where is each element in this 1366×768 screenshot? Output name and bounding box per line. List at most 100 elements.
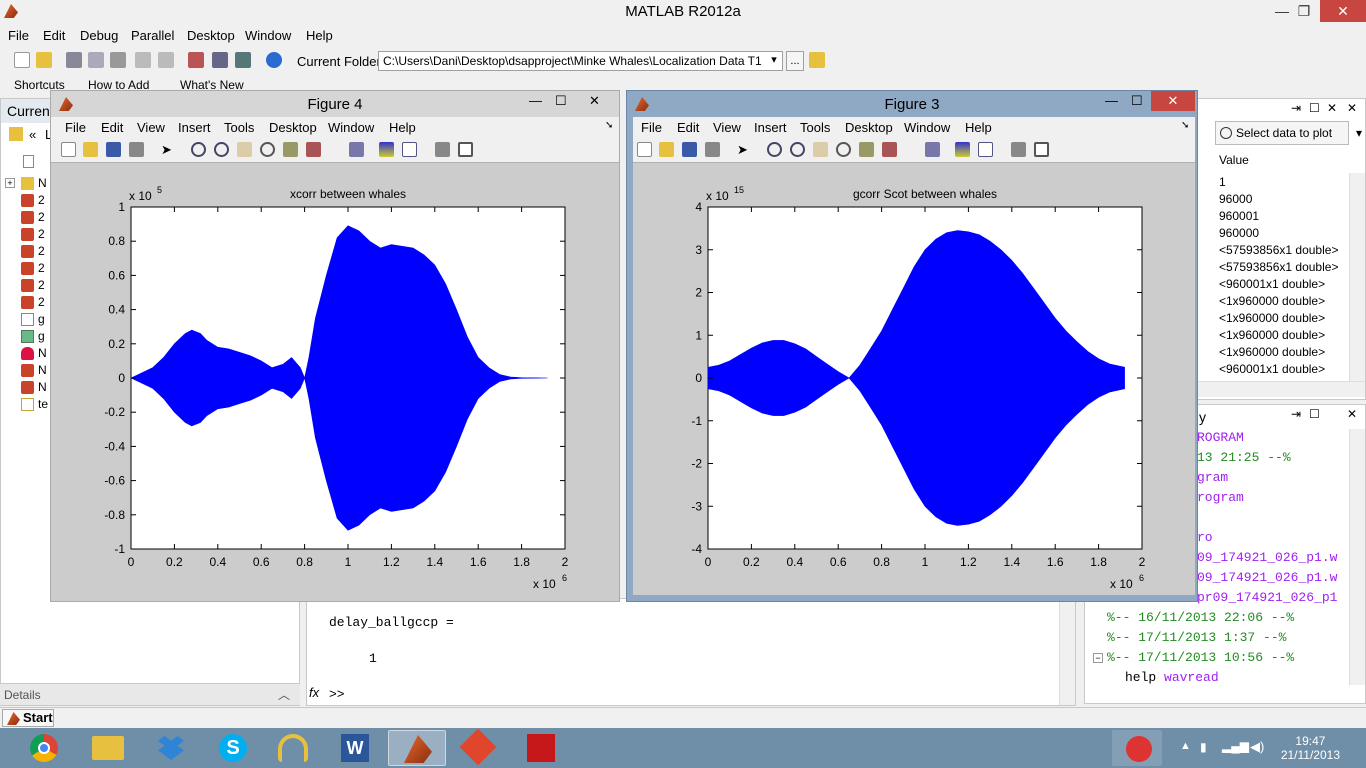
folder-nav-icon[interactable] bbox=[9, 127, 23, 141]
history-scrollbar[interactable] bbox=[1349, 429, 1365, 685]
undo-icon[interactable] bbox=[135, 52, 151, 68]
menu-help[interactable]: Help bbox=[306, 28, 333, 43]
link-icon[interactable] bbox=[925, 142, 940, 157]
whats-new-link[interactable]: What's New bbox=[180, 78, 244, 92]
legend-icon[interactable] bbox=[978, 142, 993, 157]
dock-icon[interactable]: ⇥ bbox=[1291, 101, 1302, 115]
file-list-item[interactable]: g bbox=[21, 329, 51, 345]
menu-parallel[interactable]: Parallel bbox=[131, 28, 175, 43]
pan-icon[interactable] bbox=[237, 142, 252, 157]
link-icon[interactable] bbox=[349, 142, 364, 157]
history-entry[interactable]: %-- 17/11/2013 10:56 --% bbox=[1107, 650, 1295, 665]
menu-edit[interactable]: Edit bbox=[101, 120, 124, 135]
close-panel-icon[interactable]: ✕ bbox=[1327, 101, 1338, 115]
menu-file[interactable]: File bbox=[65, 120, 86, 135]
print-icon[interactable] bbox=[705, 142, 720, 157]
fx-icon[interactable]: fx bbox=[309, 685, 320, 700]
zoom-in-icon[interactable] bbox=[191, 142, 206, 157]
folder-nav-back[interactable]: « bbox=[29, 127, 37, 142]
minimize-button[interactable]: — bbox=[1275, 3, 1289, 19]
colorbar-icon[interactable] bbox=[955, 142, 970, 157]
history-entry[interactable]: 09_174921_026_p1.w bbox=[1197, 570, 1338, 585]
menu-file[interactable]: File bbox=[8, 28, 29, 43]
menu-window[interactable]: Window bbox=[245, 28, 292, 43]
tray-app-icon[interactable] bbox=[1112, 730, 1162, 766]
menu-help[interactable]: Help bbox=[965, 120, 992, 135]
menu-insert[interactable]: Insert bbox=[178, 120, 211, 135]
legend-icon[interactable] bbox=[402, 142, 417, 157]
print-icon[interactable] bbox=[129, 142, 144, 157]
file-list-item[interactable]: 2 bbox=[21, 244, 51, 260]
dropbox-icon[interactable] bbox=[142, 730, 200, 766]
file-list-item[interactable]: 2 bbox=[21, 278, 51, 294]
close-panel-icon[interactable]: ✕ bbox=[1347, 407, 1358, 421]
paste-icon[interactable] bbox=[110, 52, 126, 68]
menu-help[interactable]: Help bbox=[389, 120, 416, 135]
volume-icon[interactable]: ◀) bbox=[1250, 739, 1265, 754]
history-entry[interactable]: %-- 16/11/2013 22:06 --% bbox=[1107, 610, 1295, 625]
command-prompt[interactable]: >> bbox=[329, 687, 345, 702]
pan-icon[interactable] bbox=[813, 142, 828, 157]
menu-window[interactable]: Window bbox=[328, 120, 375, 135]
chrome-icon[interactable] bbox=[16, 730, 74, 766]
brush-icon[interactable] bbox=[882, 142, 897, 157]
menu-desktop[interactable]: Desktop bbox=[187, 28, 235, 43]
file-list-item[interactable]: N bbox=[21, 176, 51, 192]
file-list-item[interactable]: N bbox=[21, 363, 51, 379]
redo-icon[interactable] bbox=[158, 52, 174, 68]
audio-player-icon[interactable] bbox=[264, 730, 322, 766]
history-entry[interactable]: %-- 17/11/2013 1:37 --% bbox=[1107, 630, 1287, 645]
panel-close-icon[interactable]: ✕ bbox=[1347, 101, 1358, 115]
maximize-button[interactable]: ☐ bbox=[555, 93, 567, 108]
cut-icon[interactable] bbox=[66, 52, 82, 68]
figure-3-window[interactable]: Figure 3 — ☐ ✕ File Edit View Insert Too… bbox=[626, 90, 1198, 602]
hide-plot-tools-icon[interactable] bbox=[435, 142, 450, 157]
data-cursor-icon[interactable] bbox=[859, 142, 874, 157]
command-window[interactable]: delay_ballgccp = 1 fx >> bbox=[306, 598, 1076, 706]
rotate-icon[interactable] bbox=[836, 142, 851, 157]
profiler-icon[interactable] bbox=[235, 52, 251, 68]
save-icon[interactable] bbox=[106, 142, 121, 157]
colorbar-icon[interactable] bbox=[379, 142, 394, 157]
menu-insert[interactable]: Insert bbox=[754, 120, 787, 135]
menu-desktop[interactable]: Desktop bbox=[845, 120, 893, 135]
menu-desktop[interactable]: Desktop bbox=[269, 120, 317, 135]
file-list-item[interactable]: N bbox=[21, 380, 51, 396]
copy-icon[interactable] bbox=[88, 52, 104, 68]
close-button[interactable]: ✕ bbox=[1151, 91, 1195, 111]
value-column-header[interactable]: Value bbox=[1219, 153, 1249, 167]
zoom-out-icon[interactable] bbox=[790, 142, 805, 157]
figure-4-window[interactable]: Figure 4 — ☐ ✕ File Edit View Insert Too… bbox=[50, 90, 620, 602]
folder-dropdown-button[interactable]: ▾ bbox=[771, 54, 777, 66]
menu-file[interactable]: File bbox=[641, 120, 662, 135]
maximize-button[interactable]: ☐ bbox=[1131, 93, 1143, 108]
file-list-item[interactable]: 2 bbox=[21, 261, 51, 277]
dock-icon[interactable]: ⇥ bbox=[1291, 407, 1302, 421]
file-list-item[interactable]: 2 bbox=[21, 193, 51, 209]
history-entry[interactable]: pr09_174921_026_p1 bbox=[1197, 590, 1338, 605]
word-icon[interactable]: W bbox=[326, 730, 384, 766]
show-plot-tools-icon[interactable] bbox=[458, 142, 473, 157]
file-list-item[interactable]: 2 bbox=[21, 227, 51, 243]
network-icon[interactable]: ▂▄▆ bbox=[1222, 739, 1249, 753]
menu-tools[interactable]: Tools bbox=[800, 120, 831, 135]
current-folder-input[interactable]: C:\Users\Dani\Desktop\dsapproject\Minke … bbox=[378, 51, 783, 71]
menu-tools[interactable]: Tools bbox=[224, 120, 255, 135]
start-button[interactable]: Start bbox=[2, 709, 54, 727]
history-entry[interactable]: 13 21:25 --% bbox=[1197, 450, 1291, 465]
open-file-icon[interactable] bbox=[83, 142, 98, 157]
menu-view[interactable]: View bbox=[713, 120, 741, 135]
menu-debug[interactable]: Debug bbox=[80, 28, 119, 43]
menu-arrow-icon[interactable]: ➘ bbox=[605, 120, 614, 131]
zoom-out-icon[interactable] bbox=[214, 142, 229, 157]
file-list-item[interactable]: N bbox=[21, 346, 51, 362]
shortcuts-label[interactable]: Shortcuts bbox=[14, 78, 65, 92]
chevron-up-icon[interactable]: ︿ bbox=[277, 688, 290, 702]
details-pane[interactable]: Details ︿ bbox=[0, 683, 300, 705]
command-scrollbar[interactable] bbox=[1059, 599, 1075, 705]
close-button[interactable]: ✕ bbox=[1320, 0, 1366, 22]
minimize-button[interactable]: — bbox=[529, 93, 542, 108]
brush-icon[interactable] bbox=[306, 142, 321, 157]
show-plot-tools-icon[interactable] bbox=[1034, 142, 1049, 157]
maximize-panel-icon[interactable]: ☐ bbox=[1309, 407, 1320, 421]
